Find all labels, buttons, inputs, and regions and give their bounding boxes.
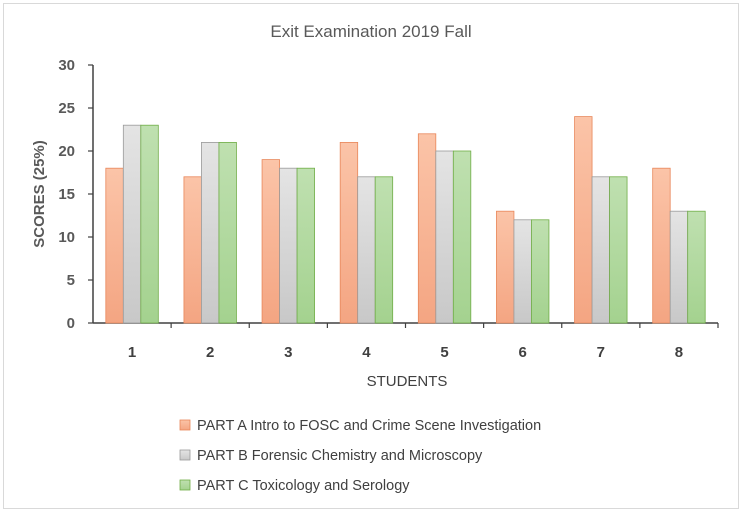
bar-series2-student-3 xyxy=(279,167,298,324)
bar-series2-student-2 xyxy=(201,141,220,324)
bar-series3-student-5 xyxy=(452,150,472,324)
bar-series2-student-8 xyxy=(669,210,689,324)
legend-swatch-series2 xyxy=(179,449,191,461)
bar-series3-student-1 xyxy=(140,124,159,324)
bar-series2-student-4 xyxy=(357,176,376,324)
y-tick-label: 10 xyxy=(58,229,75,246)
bar-series1-student-6 xyxy=(496,210,515,324)
bar-series3-student-8 xyxy=(687,210,706,324)
x-tick-label: 8 xyxy=(675,344,683,361)
bar-series1-student-7 xyxy=(574,116,593,324)
bar-series1-student-5 xyxy=(417,133,437,324)
x-tick-label: 7 xyxy=(597,344,605,361)
x-axis-label: STUDENTS xyxy=(367,373,448,390)
legend-swatch-series3 xyxy=(179,479,191,491)
x-tick-label: 1 xyxy=(128,344,136,361)
bar-series3-student-3 xyxy=(296,167,315,324)
y-tick-label: 20 xyxy=(58,143,75,160)
legend-swatch-series1 xyxy=(179,419,191,431)
x-tick-label: 3 xyxy=(284,344,292,361)
bar-series3-student-2 xyxy=(218,141,237,324)
y-tick-label: 5 xyxy=(67,272,75,289)
bar-series1-student-2 xyxy=(183,176,202,324)
x-tick-label: 2 xyxy=(206,344,214,361)
chart-title: Exit Examination 2019 Fall xyxy=(270,22,471,41)
y-tick-label: 15 xyxy=(58,186,75,203)
bar-series2-student-7 xyxy=(591,176,610,324)
bar-series3-student-7 xyxy=(609,176,628,324)
legend-label-series2: PART B Forensic Chemistry and Microscopy xyxy=(197,448,483,464)
bar-series1-student-1 xyxy=(105,167,124,324)
bar-series2-student-6 xyxy=(513,219,532,324)
x-tick-label: 5 xyxy=(440,344,448,361)
legend-label-series1: PART A Intro to FOSC and Crime Scene Inv… xyxy=(197,418,541,434)
y-tick-label: 25 xyxy=(58,100,75,117)
bar-series1-student-4 xyxy=(339,141,359,324)
bar-series3-student-4 xyxy=(374,176,394,324)
y-tick-label: 30 xyxy=(58,57,75,74)
bar-series1-student-3 xyxy=(261,159,280,324)
bar-series2-student-5 xyxy=(435,150,454,324)
x-tick-label: 4 xyxy=(362,344,371,361)
bar-series3-student-6 xyxy=(531,219,550,324)
x-tick-label: 6 xyxy=(519,344,527,361)
y-tick-label: 0 xyxy=(67,315,75,332)
y-axis-label: SCORES (25%) xyxy=(31,140,48,248)
bar-series2-student-1 xyxy=(122,124,142,324)
legend-label-series3: PART C Toxicology and Serology xyxy=(197,478,410,494)
bar-series1-student-8 xyxy=(652,167,671,324)
